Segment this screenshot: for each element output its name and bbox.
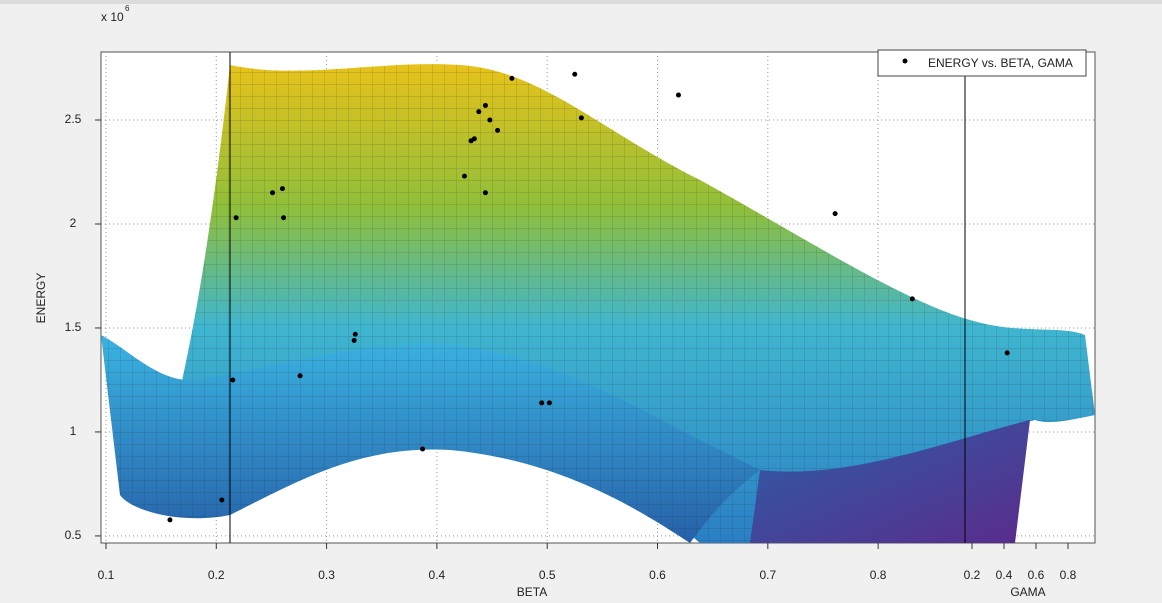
y-tick-label: 0.5 [65,528,82,542]
data-point [482,102,488,108]
data-point [297,373,303,379]
y-tick-label: 1 [70,424,77,438]
data-point [572,71,578,77]
data-point [219,497,225,503]
data-point [675,92,681,98]
data-point [230,377,236,383]
gamma-tick-label: 0.2 [964,568,981,582]
data-point [509,75,515,81]
y-tick-label: 2.5 [65,112,82,126]
data-point [471,136,477,142]
data-point [546,400,552,406]
x-tick-label: 0.1 [98,568,115,582]
top-bar [0,0,1162,4]
y-multiplier-power: 6 [125,4,130,13]
gamma-tick-label: 0.4 [996,568,1013,582]
x-tick-label: 0.4 [429,568,446,582]
data-point [420,446,426,452]
legend-marker [902,58,908,64]
data-point [351,337,357,343]
x-tick-label: 0.6 [649,568,666,582]
data-point [1004,350,1010,356]
gamma-tick-label: 0.6 [1028,568,1045,582]
data-point [487,117,493,123]
x-tick-label: 0.8 [870,568,887,582]
gamma-axis-label: GAMA [1010,585,1045,599]
y-axis-label: ENERGY [34,273,48,324]
data-point [495,127,501,133]
data-point [578,115,584,121]
data-point [909,296,915,302]
data-point [482,190,488,196]
surface [101,52,1095,544]
gamma-tick-label: 0.8 [1060,568,1077,582]
data-point [476,109,482,115]
data-point [461,173,467,179]
data-point [233,215,239,221]
data-point [167,517,173,523]
x-tick-label: 0.2 [208,568,225,582]
y-tick-label: 1.5 [65,320,82,334]
data-point [279,186,285,192]
x-axis-label: BETA [517,585,547,599]
y-multiplier: x 10 [101,10,124,24]
x-tick-label: 0.3 [318,568,335,582]
y-tick-label: 2 [70,216,77,230]
data-point [352,331,358,337]
data-point [539,400,545,406]
x-tick-label: 0.5 [539,568,556,582]
legend-label: ENERGY vs. BETA, GAMA [928,56,1073,70]
legend [877,49,1087,77]
x-tick-label: 0.7 [759,568,776,582]
data-point [270,190,276,196]
data-point [281,215,287,221]
data-point [832,211,838,217]
